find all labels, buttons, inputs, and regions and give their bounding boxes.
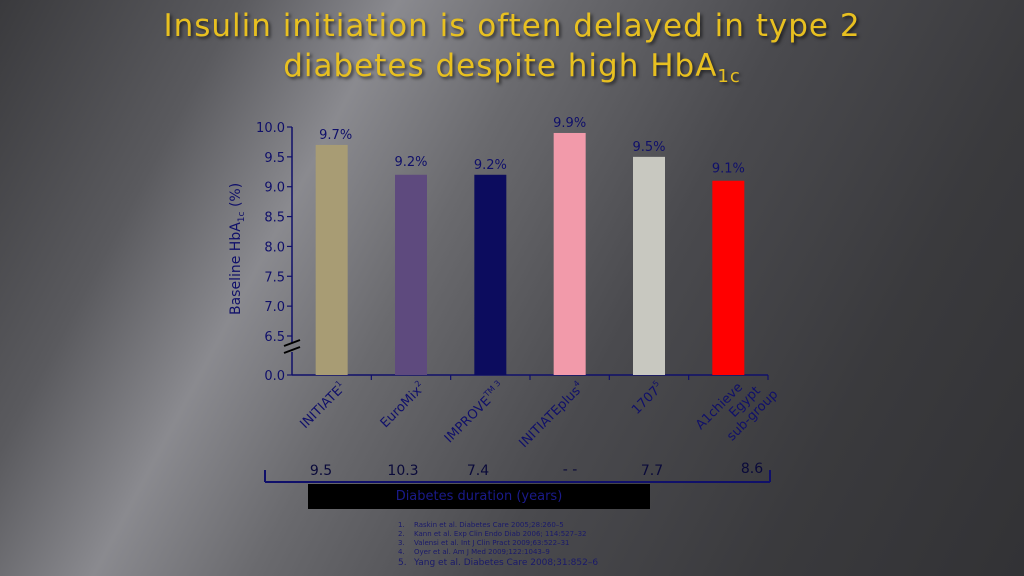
x-tick-label: INITIATEplus4 xyxy=(515,379,587,451)
bar-5 xyxy=(712,180,745,375)
bar-data-label: 9.9% xyxy=(553,116,586,131)
y-tick-label: 8.0 xyxy=(264,240,285,255)
x-tick-label: IMPROVETM 3 xyxy=(440,379,508,447)
bar-1 xyxy=(395,174,427,375)
reference-item: 4. Oyer et al. Am J Med 2009;122:1043–9 xyxy=(398,548,550,556)
reference-item: 5. Yang et al. Diabetes Care 2008;31:852–… xyxy=(398,558,599,568)
references-list: 1. Raskin et al. Diabetes Care 2005;28:26… xyxy=(398,521,598,569)
title-line-2: diabetes despite high HbA1c xyxy=(283,48,741,87)
bar-2 xyxy=(474,174,507,375)
x-tick-label-text: 17075 xyxy=(628,379,667,418)
title-subscript: 1c xyxy=(717,66,741,87)
y-tick-label: 9.5 xyxy=(264,151,285,166)
diabetes-duration-value: 9.5 xyxy=(310,463,332,479)
x-tick-label: INITIATE1 xyxy=(296,379,349,432)
diabetes-duration-value: 8.6 xyxy=(741,461,763,477)
diabetes-duration-value: 7.4 xyxy=(467,463,489,479)
diabetes-duration-value: - - xyxy=(563,462,578,478)
y-tick-label: 10.0 xyxy=(256,121,285,136)
reference-item: 3. Valensi et al. Int J Clin Pract 2009;6… xyxy=(398,539,570,547)
bar-data-label: 9.1% xyxy=(712,162,745,177)
bar-data-label: 9.5% xyxy=(632,140,665,155)
x-tick-label: EuroMix2 xyxy=(376,379,428,431)
y-tick-label: 7.5 xyxy=(264,270,285,285)
bar-data-label: 9.2% xyxy=(474,158,507,173)
y-tick-label: 6.5 xyxy=(264,330,285,345)
y-tick-label: 0.0 xyxy=(264,369,285,384)
diabetes-duration-label: Diabetes duration (years) xyxy=(308,484,650,509)
y-tick-label: 9.0 xyxy=(264,181,285,196)
diabetes-duration-value: 10.3 xyxy=(387,463,418,479)
x-tick-label: 17075 xyxy=(628,379,667,418)
x-tick-label-text: IMPROVETM 3 xyxy=(440,379,508,447)
y-tick-label: 7.0 xyxy=(264,300,285,315)
x-tick-label-text: INITIATE1 xyxy=(296,379,349,432)
reference-item: 2. Kann et al. Exp Clin Endo Diab 2006; 1… xyxy=(398,530,587,538)
slide-title: Insulin initiation is often delayed in t… xyxy=(0,6,1024,97)
y-tick-label: 8.5 xyxy=(264,211,285,226)
bar-0 xyxy=(315,144,348,375)
bar-4 xyxy=(633,156,665,375)
bar-data-label: 9.2% xyxy=(394,155,427,170)
diabetes-duration-value: 7.7 xyxy=(641,463,663,479)
axis-break-mark xyxy=(283,346,301,354)
bar-data-label: 9.7% xyxy=(319,128,352,143)
title-line-1: Insulin initiation is often delayed in t… xyxy=(163,8,861,44)
x-tick-label-text: INITIATEplus4 xyxy=(515,379,587,451)
axis-break-mark xyxy=(283,339,301,347)
x-tick-label-text: EuroMix2 xyxy=(376,379,428,431)
bar-3 xyxy=(553,132,586,375)
reference-item: 1. Raskin et al. Diabetes Care 2005;28:26… xyxy=(398,521,564,529)
